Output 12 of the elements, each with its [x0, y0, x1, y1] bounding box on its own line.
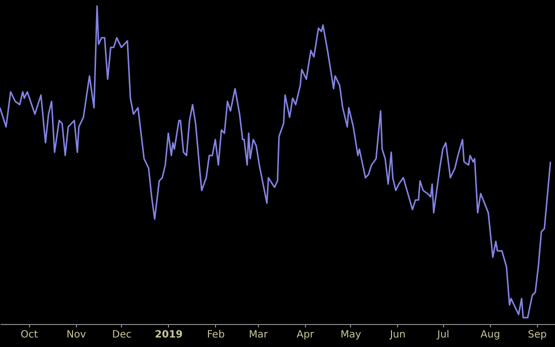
x-tick-label: Feb [206, 330, 225, 340]
x-tick-label: Jun [388, 330, 406, 340]
x-tick-label: Nov [66, 330, 86, 340]
x-tick-label: Sep [528, 330, 547, 340]
x-tick-label: Apr [296, 330, 315, 340]
x-tick-label: Jul [436, 330, 450, 340]
x-tick-label: May [340, 330, 362, 340]
x-tick-label: Aug [480, 330, 500, 340]
x-tick-label: Mar [248, 330, 269, 340]
x-tick-label: 2019 [154, 330, 183, 340]
x-tick-label: Oct [20, 330, 38, 340]
x-tick-label: Dec [112, 330, 132, 340]
